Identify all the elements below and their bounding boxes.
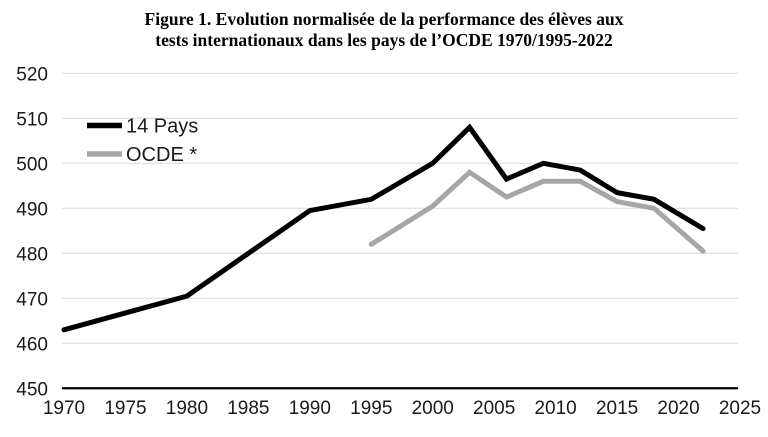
x-tick-label-1985: 1985 xyxy=(227,398,269,419)
y-tick-label-520: 520 xyxy=(16,64,48,85)
legend-label-ocde: OCDE * xyxy=(126,144,197,166)
y-tick-label-480: 480 xyxy=(16,244,48,265)
x-tick-label-1975: 1975 xyxy=(104,398,146,419)
x-tick-label-1990: 1990 xyxy=(289,398,331,419)
y-tick-label-460: 460 xyxy=(16,334,48,355)
legend-label-14-pays: 14 Pays xyxy=(126,116,198,138)
chart-title-line2: tests internationaux dans les pays de l’… xyxy=(155,30,613,50)
y-tick-label-490: 490 xyxy=(16,199,48,220)
x-tick-label-2015: 2015 xyxy=(596,398,638,419)
series-line-14-pays xyxy=(61,123,706,333)
x-tick-label-2025: 2025 xyxy=(719,398,761,419)
y-tick-label-510: 510 xyxy=(16,109,48,130)
y-tick-label-500: 500 xyxy=(16,154,48,175)
x-tick-label-1995: 1995 xyxy=(350,398,392,419)
x-tick-label-2000: 2000 xyxy=(412,398,454,419)
chart-title: Figure 1. Evolution normalisée de la per… xyxy=(0,9,768,51)
series-line-ocde xyxy=(368,169,706,254)
chart-title-line1: Figure 1. Evolution normalisée de la per… xyxy=(144,9,624,29)
x-tick-label-2005: 2005 xyxy=(473,398,515,419)
y-tick-label-450: 450 xyxy=(16,379,48,400)
y-tick-label-470: 470 xyxy=(16,289,48,310)
x-tick-label-2010: 2010 xyxy=(534,398,576,419)
x-tick-label-2020: 2020 xyxy=(657,398,699,419)
x-tick-label-1970: 1970 xyxy=(43,398,85,419)
x-tick-label-1980: 1980 xyxy=(166,398,208,419)
